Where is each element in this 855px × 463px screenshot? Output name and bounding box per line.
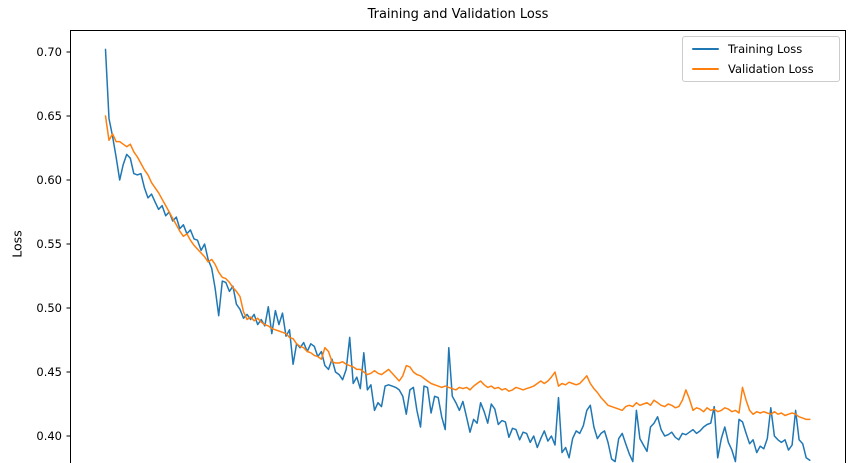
y-tick-label: 0.55 [36, 236, 62, 251]
y-tick-label: 0.70 [36, 44, 62, 59]
data-lines [104, 48, 811, 463]
legend-item-validation: Validation Loss [683, 61, 839, 77]
y-tick-label: 0.60 [36, 172, 62, 187]
validation-line-swatch [692, 68, 719, 70]
y-tick-label: 0.45 [36, 364, 62, 379]
legend-label-validation: Validation Loss [728, 62, 814, 76]
plot-spines [70, 30, 846, 463]
legend-item-training: Training Loss [683, 41, 839, 57]
y-axis-ticks [66, 51, 71, 437]
legend: Training Loss Validation Loss [682, 36, 840, 82]
y-tick-label: 0.65 [36, 108, 62, 123]
training-line-swatch [692, 48, 719, 50]
validation-loss-line [104, 115, 811, 421]
training-loss-line [104, 48, 811, 463]
y-tick-label: 0.50 [36, 300, 62, 315]
y-tick-label: 0.40 [36, 428, 62, 443]
chart-title: Training and Validation Loss [367, 7, 549, 22]
legend-label-training: Training Loss [728, 42, 803, 56]
